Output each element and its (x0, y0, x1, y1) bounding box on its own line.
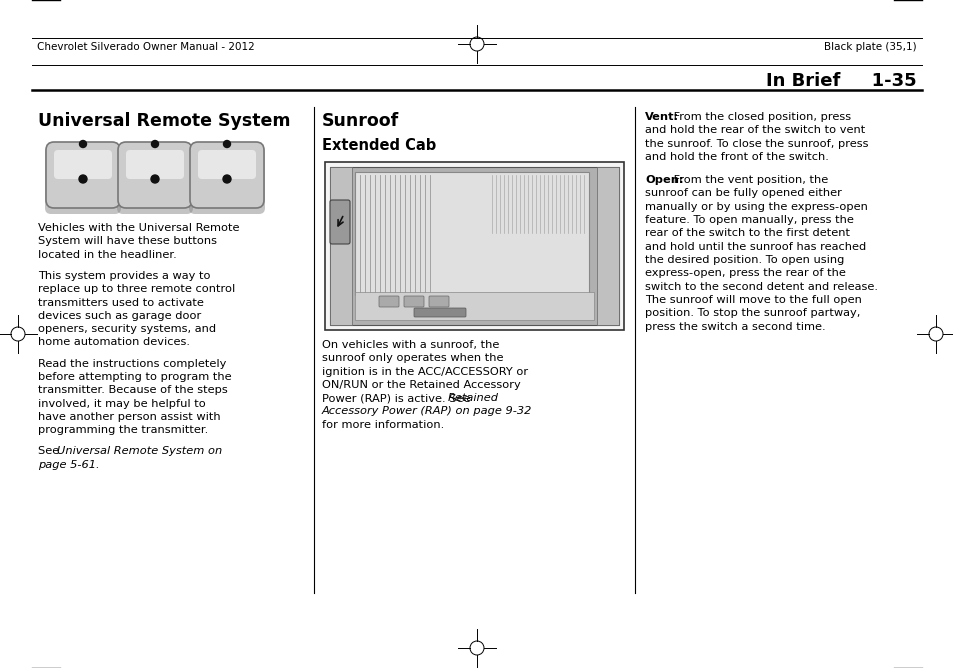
FancyBboxPatch shape (378, 296, 398, 307)
Text: rear of the switch to the first detent: rear of the switch to the first detent (644, 228, 849, 238)
FancyBboxPatch shape (54, 150, 112, 179)
Circle shape (79, 175, 87, 183)
Text: From the vent position, the: From the vent position, the (669, 175, 827, 185)
Text: transmitter. Because of the steps: transmitter. Because of the steps (38, 385, 228, 395)
Text: manually or by using the express-open: manually or by using the express-open (644, 202, 867, 212)
FancyBboxPatch shape (429, 296, 449, 307)
Text: and hold until the sunroof has reached: and hold until the sunroof has reached (644, 242, 865, 252)
Text: Universal Remote System: Universal Remote System (38, 112, 291, 130)
FancyBboxPatch shape (330, 167, 352, 325)
Text: ON/RUN or the Retained Accessory: ON/RUN or the Retained Accessory (322, 380, 520, 390)
Circle shape (223, 175, 231, 183)
Text: replace up to three remote control: replace up to three remote control (38, 284, 235, 294)
Text: sunroof only operates when the: sunroof only operates when the (322, 353, 503, 363)
Text: home automation devices.: home automation devices. (38, 337, 190, 347)
FancyBboxPatch shape (403, 296, 423, 307)
Text: transmitters used to activate: transmitters used to activate (38, 297, 204, 307)
Text: See: See (38, 446, 63, 456)
Text: located in the headliner.: located in the headliner. (38, 250, 176, 260)
Text: Black plate (35,1): Black plate (35,1) (823, 42, 916, 52)
Text: Chevrolet Silverado Owner Manual - 2012: Chevrolet Silverado Owner Manual - 2012 (37, 42, 254, 52)
Text: devices such as garage door: devices such as garage door (38, 311, 201, 321)
Text: have another person assist with: have another person assist with (38, 412, 220, 422)
Text: In Brief     1-35: In Brief 1-35 (765, 72, 916, 90)
FancyBboxPatch shape (189, 146, 265, 214)
Text: before attempting to program the: before attempting to program the (38, 372, 232, 382)
FancyBboxPatch shape (325, 162, 623, 330)
FancyBboxPatch shape (330, 200, 350, 244)
Text: Read the instructions completely: Read the instructions completely (38, 359, 226, 369)
Text: Accessory Power (RAP) on page 9-32: Accessory Power (RAP) on page 9-32 (322, 407, 532, 417)
Text: Open:: Open: (644, 175, 683, 185)
FancyBboxPatch shape (117, 146, 193, 214)
Text: the desired position. To open using: the desired position. To open using (644, 255, 843, 265)
FancyBboxPatch shape (190, 142, 264, 208)
FancyBboxPatch shape (45, 146, 121, 214)
FancyBboxPatch shape (597, 167, 618, 325)
Text: and hold the rear of the switch to vent: and hold the rear of the switch to vent (644, 126, 864, 136)
Text: and hold the front of the switch.: and hold the front of the switch. (644, 152, 828, 162)
Text: openers, security systems, and: openers, security systems, and (38, 324, 216, 334)
Text: The sunroof will move to the full open: The sunroof will move to the full open (644, 295, 861, 305)
Text: page 5-61.: page 5-61. (38, 460, 99, 470)
Text: the sunroof. To close the sunroof, press: the sunroof. To close the sunroof, press (644, 138, 867, 148)
FancyBboxPatch shape (330, 167, 618, 325)
FancyBboxPatch shape (126, 150, 184, 179)
Text: Power (RAP) is active. See: Power (RAP) is active. See (322, 393, 474, 403)
Text: press the switch a second time.: press the switch a second time. (644, 321, 824, 331)
Text: for more information.: for more information. (322, 420, 444, 430)
Text: involved, it may be helpful to: involved, it may be helpful to (38, 399, 206, 409)
Circle shape (151, 175, 159, 183)
Text: feature. To open manually, press the: feature. To open manually, press the (644, 215, 853, 225)
Text: switch to the second detent and release.: switch to the second detent and release. (644, 282, 877, 292)
Circle shape (79, 140, 87, 148)
Text: Universal Remote System on: Universal Remote System on (56, 446, 222, 456)
Text: programming the transmitter.: programming the transmitter. (38, 426, 208, 435)
Circle shape (152, 140, 158, 148)
Text: System will have these buttons: System will have these buttons (38, 236, 216, 246)
FancyBboxPatch shape (355, 292, 594, 320)
Text: From the closed position, press: From the closed position, press (669, 112, 850, 122)
Text: Sunroof: Sunroof (322, 112, 399, 130)
Text: On vehicles with a sunroof, the: On vehicles with a sunroof, the (322, 340, 498, 350)
Text: Retained: Retained (447, 393, 498, 403)
Text: ignition is in the ACC/ACCESSORY or: ignition is in the ACC/ACCESSORY or (322, 367, 528, 377)
Text: Vent:: Vent: (644, 112, 679, 122)
Text: This system provides a way to: This system provides a way to (38, 271, 211, 281)
Text: sunroof can be fully opened either: sunroof can be fully opened either (644, 188, 841, 198)
Text: express-open, press the rear of the: express-open, press the rear of the (644, 269, 845, 279)
FancyBboxPatch shape (355, 172, 588, 295)
Text: Extended Cab: Extended Cab (322, 138, 436, 153)
Text: Vehicles with the Universal Remote: Vehicles with the Universal Remote (38, 223, 239, 233)
Text: position. To stop the sunroof partway,: position. To stop the sunroof partway, (644, 308, 860, 318)
FancyBboxPatch shape (414, 308, 465, 317)
FancyBboxPatch shape (118, 142, 192, 208)
FancyBboxPatch shape (46, 142, 120, 208)
Circle shape (223, 140, 231, 148)
FancyBboxPatch shape (198, 150, 255, 179)
